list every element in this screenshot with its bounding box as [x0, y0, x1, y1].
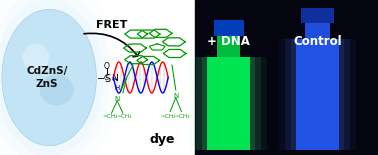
Text: dye: dye [150, 133, 175, 146]
Text: FRET: FRET [96, 20, 127, 30]
Text: $\sim\!$CH$_3$: $\sim\!$CH$_3$ [173, 113, 191, 122]
Text: Control: Control [293, 35, 342, 48]
Bar [301, 8, 333, 23]
Ellipse shape [2, 9, 96, 146]
Bar [197, 57, 261, 150]
Bar [203, 57, 255, 150]
Bar [279, 39, 356, 150]
Text: $\sim\!$CH$_3$: $\sim\!$CH$_3$ [101, 113, 119, 122]
Bar [214, 20, 244, 36]
Text: $\sim\!$CH$_3$: $\sim\!$CH$_3$ [159, 113, 177, 122]
Ellipse shape [0, 0, 110, 155]
Bar [190, 57, 268, 150]
Text: N: N [173, 93, 178, 99]
Text: $\sim\!$CH$_3$: $\sim\!$CH$_3$ [115, 113, 133, 122]
Text: N: N [115, 96, 120, 102]
Bar [195, 0, 378, 155]
Text: H: H [115, 85, 120, 91]
Bar [0, 0, 195, 155]
Bar [285, 39, 350, 150]
Text: $-$S$\!\sim\!$: $-$S$\!\sim\!$ [96, 71, 120, 84]
Ellipse shape [2, 9, 96, 146]
Text: C: C [104, 75, 108, 80]
Bar [217, 36, 240, 57]
Text: $\!$N: $\!$N [112, 72, 119, 83]
Ellipse shape [40, 74, 74, 105]
Ellipse shape [0, 0, 120, 155]
Text: O: O [104, 62, 110, 71]
Ellipse shape [0, 0, 104, 155]
Ellipse shape [23, 43, 49, 71]
Bar [207, 57, 250, 150]
Text: + DNA: + DNA [207, 35, 250, 48]
Bar [291, 39, 344, 150]
Text: CdZnS/
ZnS: CdZnS/ ZnS [26, 66, 68, 89]
Bar [305, 23, 330, 39]
Bar [296, 39, 339, 150]
